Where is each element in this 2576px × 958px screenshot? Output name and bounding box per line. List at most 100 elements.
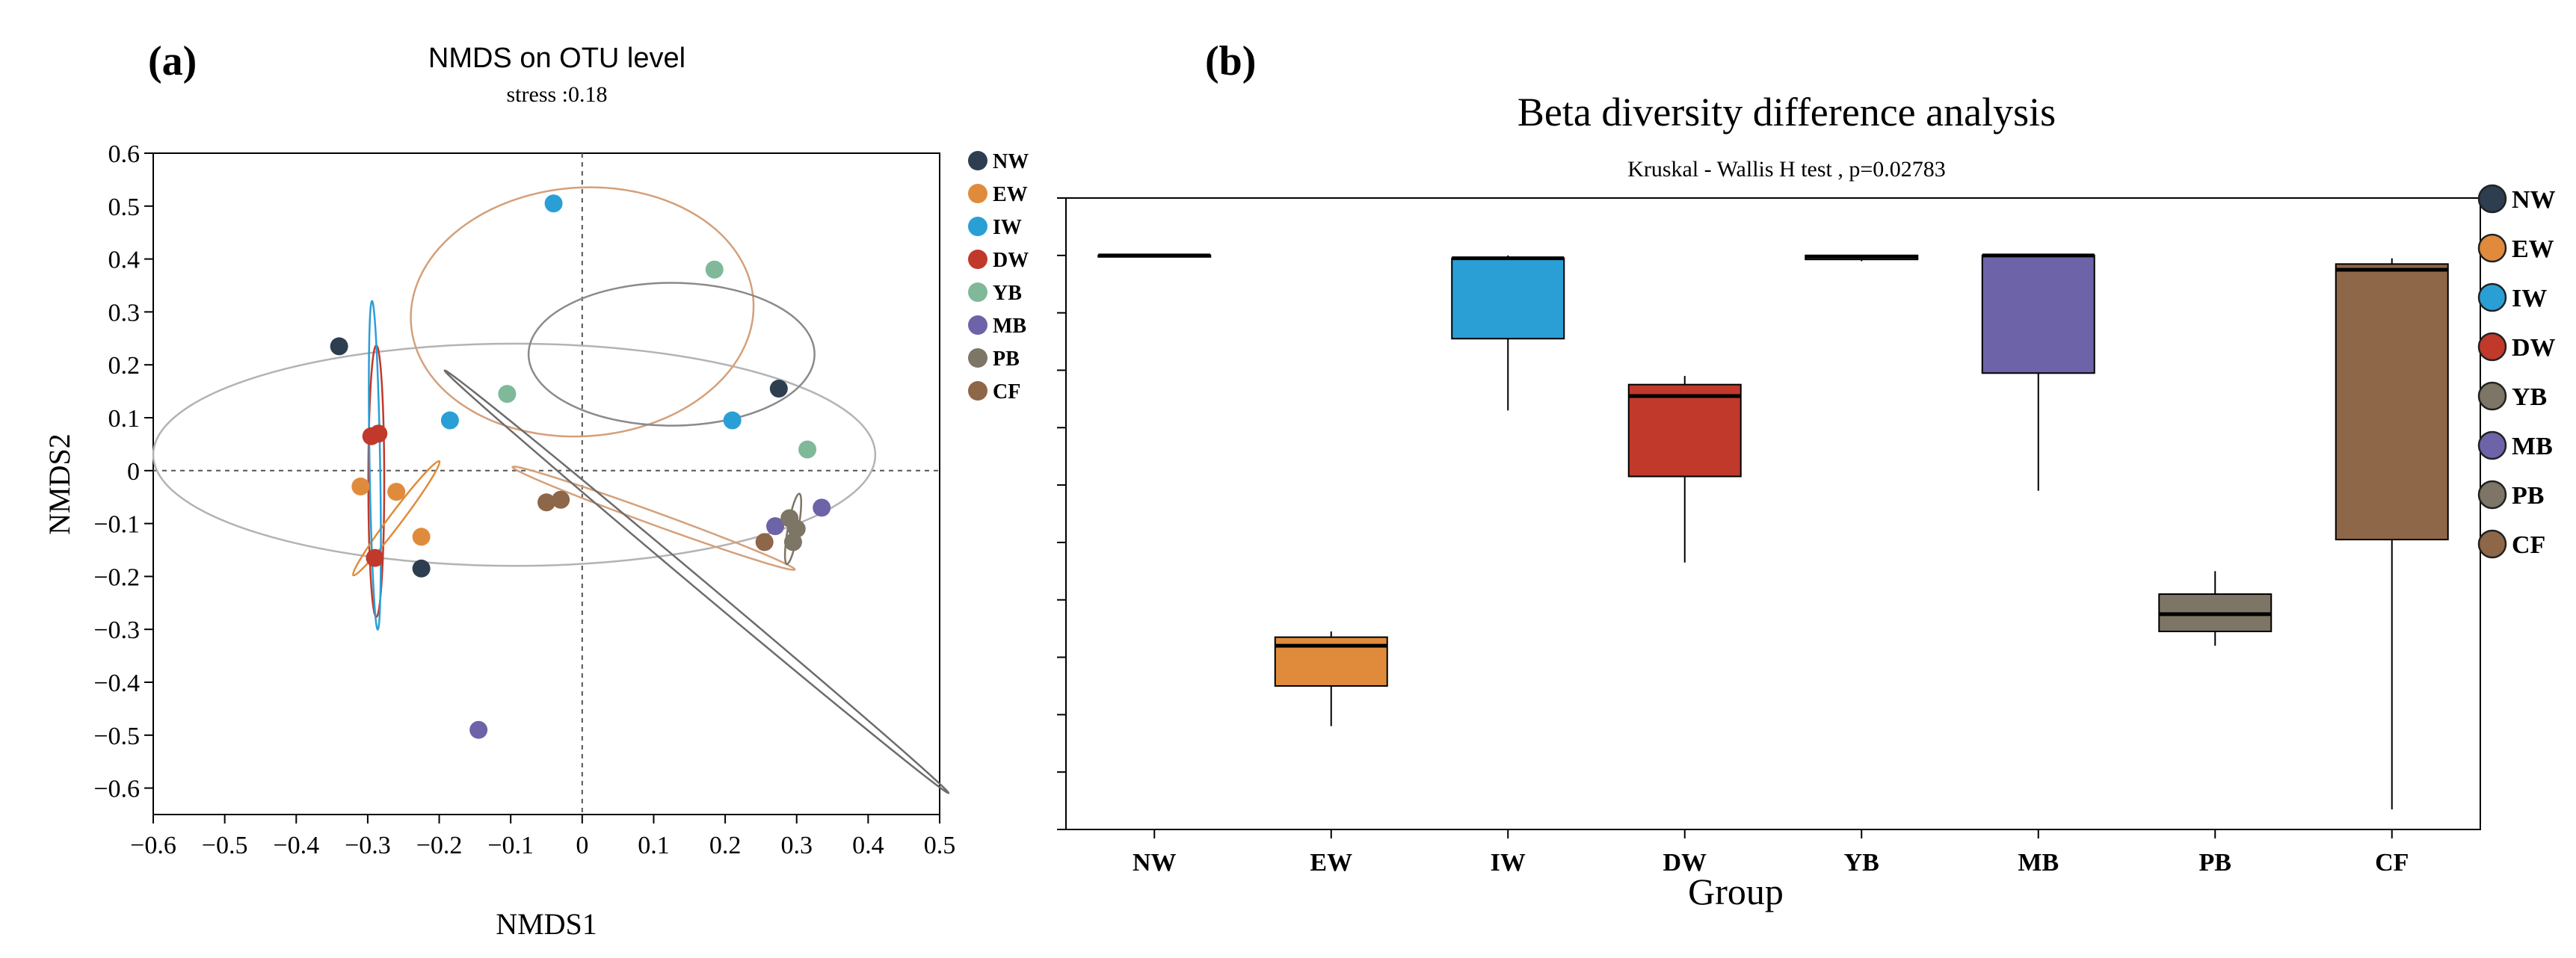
beta-boxplot-panel: (b) Beta diversity difference analysis K…	[1057, 38, 2556, 912]
beta-legend-label: IW	[2512, 285, 2547, 312]
nmds-x-tick-label: −0.2	[416, 832, 463, 859]
nmds-point-pb	[783, 533, 802, 551]
beta-boxes	[1097, 253, 2449, 810]
beta-legend-marker-cf	[2477, 529, 2507, 559]
beta-x-tick-label: YB	[1844, 849, 1879, 877]
nmds-legend-marker-dw	[968, 250, 987, 269]
nmds-x-tick-label: −0.5	[202, 832, 248, 859]
beta-box-ew	[1274, 631, 1388, 726]
beta-x-tick-label: CF	[2375, 849, 2409, 877]
nmds-x-tick-label: −0.3	[345, 832, 391, 859]
beta-box-nw	[1097, 253, 1212, 258]
nmds-y-label: NMDS2	[43, 433, 76, 535]
nmds-legend-label: EW	[993, 183, 1028, 206]
beta-x-tick-label: MB	[2018, 849, 2059, 877]
beta-x-tick-label: IW	[1491, 849, 1526, 877]
nmds-point-yb	[798, 440, 817, 459]
beta-box-pb	[2158, 571, 2273, 646]
nmds-points	[330, 194, 831, 739]
beta-box-cf	[2335, 258, 2449, 810]
nmds-point-nw	[769, 380, 788, 398]
nmds-point-cf	[552, 490, 570, 509]
nmds-point-ew	[412, 528, 431, 546]
nmds-plot-frame	[152, 152, 940, 815]
beta-legend-label: PB	[2512, 482, 2544, 510]
nmds-x-tick-label: 0.3	[780, 832, 813, 859]
nmds-ellipse-cf	[511, 466, 796, 571]
beta-box-mb	[1981, 253, 2095, 491]
beta-x-axis: NW EW IW DW YB MB PB CF	[1133, 829, 2409, 877]
nmds-legend-marker-pb	[968, 348, 987, 368]
beta-subtitle: Kruskal - Wallis H test , p=0.02783	[1627, 157, 1946, 182]
nmds-legend-marker-ew	[968, 184, 987, 203]
nmds-legend-marker-iw	[968, 217, 987, 236]
nmds-point-cf	[755, 533, 774, 551]
beta-box-body	[1451, 257, 1565, 340]
nmds-x-tick-label: −0.4	[273, 832, 319, 859]
nmds-point-mb	[813, 498, 831, 517]
nmds-legend-label: CF	[993, 380, 1020, 404]
panel-b-label: (b)	[1205, 38, 1256, 84]
nmds-y-tick-label: 0	[127, 458, 140, 486]
beta-legend-marker-dw	[2477, 332, 2507, 362]
nmds-y-tick-label: −0.3	[93, 616, 140, 644]
nmds-x-tick-label: −0.6	[130, 832, 176, 859]
nmds-point-iw	[440, 411, 459, 430]
beta-box-iw	[1451, 255, 1565, 411]
beta-legend-marker-yb	[2477, 381, 2507, 411]
nmds-y-tick-label: −0.1	[93, 511, 140, 539]
beta-box-body	[1627, 383, 1742, 478]
nmds-legend-label: PB	[993, 347, 1020, 371]
beta-x-tick-label: NW	[1133, 849, 1177, 877]
beta-plot-frame	[1065, 197, 2481, 830]
beta-x-label: Group	[1688, 871, 1784, 912]
nmds-x-tick-label: 0.5	[924, 832, 956, 859]
nmds-y-tick-label: 0.1	[108, 405, 141, 433]
beta-legend-marker-pb	[2477, 480, 2507, 510]
nmds-legend: NW EW IW DW YB MB PB CF	[968, 150, 1029, 404]
nmds-point-mb	[469, 720, 488, 739]
beta-legend-label: YB	[2512, 383, 2547, 411]
nmds-y-tick-label: 0.2	[108, 352, 141, 380]
beta-x-tick-label: EW	[1310, 849, 1352, 877]
beta-x-tick-label: PB	[2199, 849, 2231, 877]
nmds-legend-marker-nw	[968, 151, 987, 170]
nmds-ellipse-iw	[410, 186, 755, 438]
nmds-x-label: NMDS1	[496, 907, 597, 941]
nmds-panel: (a) NMDS on OTU level stress :0.18 −0.6−…	[43, 38, 1029, 941]
nmds-x-tick-label: 0.1	[638, 832, 670, 859]
nmds-point-dw	[369, 424, 388, 443]
beta-legend-label: MB	[2512, 433, 2553, 460]
beta-box-body	[2335, 263, 2449, 541]
beta-legend-label: DW	[2512, 334, 2556, 362]
nmds-point-yb	[705, 260, 724, 279]
nmds-legend-label: YB	[993, 282, 1022, 305]
nmds-point-yb	[498, 385, 517, 404]
beta-x-tick-label: DW	[1663, 849, 1707, 877]
beta-y-axis	[1057, 197, 1066, 830]
nmds-point-iw	[723, 411, 742, 430]
nmds-point-ew	[387, 483, 406, 501]
beta-box-body	[1981, 254, 2095, 374]
nmds-x-tick-label: 0.4	[852, 832, 884, 859]
nmds-ellipse-mb	[443, 369, 950, 794]
nmds-point-mb	[766, 517, 785, 536]
nmds-point-nw	[412, 559, 431, 578]
panel-a-label: (a)	[148, 38, 197, 84]
beta-legend-marker-nw	[2477, 184, 2507, 214]
nmds-legend-marker-yb	[968, 282, 987, 302]
nmds-ellipse-iw-small	[368, 300, 382, 631]
beta-legend-marker-ew	[2477, 233, 2507, 263]
nmds-point-cf	[537, 493, 555, 512]
beta-box-yb	[1805, 254, 1919, 262]
beta-title: Beta diversity difference analysis	[1517, 90, 2056, 135]
nmds-y-axis: 0.6 0.5 0.4 0.3 0.2 0.1 0 −0.1 −0.2 −0.3 −0.4 −0.5 −…	[93, 140, 153, 803]
nmds-ellipse-nw	[152, 342, 877, 567]
nmds-y-tick-label: −0.4	[93, 670, 140, 697]
nmds-y-tick-label: 0.3	[108, 299, 141, 327]
nmds-point-iw	[544, 194, 563, 213]
beta-legend-marker-mb	[2477, 430, 2507, 460]
nmds-ellipses	[152, 186, 950, 794]
nmds-y-tick-label: −0.2	[93, 563, 140, 591]
